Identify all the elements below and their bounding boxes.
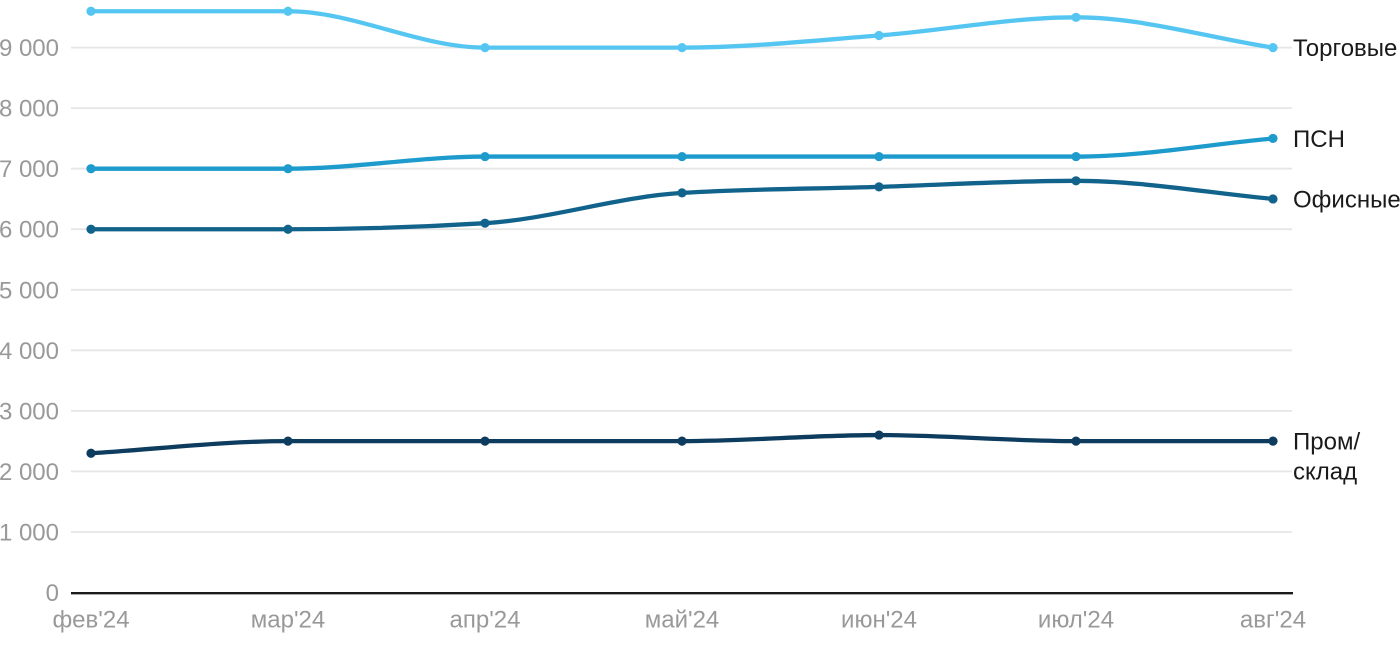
svg-text:Пром/: Пром/ xyxy=(1293,429,1360,456)
svg-text:склад: склад xyxy=(1293,459,1357,486)
svg-text:Торговые: Торговые xyxy=(1293,35,1397,62)
svg-text:1 000: 1 000 xyxy=(0,520,59,547)
svg-text:2 000: 2 000 xyxy=(0,459,59,486)
svg-text:6 000: 6 000 xyxy=(0,217,59,244)
svg-text:4 000: 4 000 xyxy=(0,338,59,365)
svg-text:авг'24: авг'24 xyxy=(1240,607,1306,634)
svg-text:ПСН: ПСН xyxy=(1293,126,1345,153)
svg-text:Офисные: Офисные xyxy=(1293,187,1400,214)
svg-text:июл'24: июл'24 xyxy=(1038,607,1114,634)
svg-text:5 000: 5 000 xyxy=(0,277,59,304)
svg-text:8 000: 8 000 xyxy=(0,96,59,123)
svg-text:апр'24: апр'24 xyxy=(450,607,521,634)
svg-text:фев'24: фев'24 xyxy=(52,607,129,634)
svg-text:9 000: 9 000 xyxy=(0,35,59,62)
svg-text:май'24: май'24 xyxy=(645,607,720,634)
svg-text:мар'24: мар'24 xyxy=(251,607,325,634)
svg-text:3 000: 3 000 xyxy=(0,398,59,425)
svg-text:0: 0 xyxy=(46,580,59,607)
svg-text:июн'24: июн'24 xyxy=(841,607,917,634)
svg-text:7 000: 7 000 xyxy=(0,156,59,183)
